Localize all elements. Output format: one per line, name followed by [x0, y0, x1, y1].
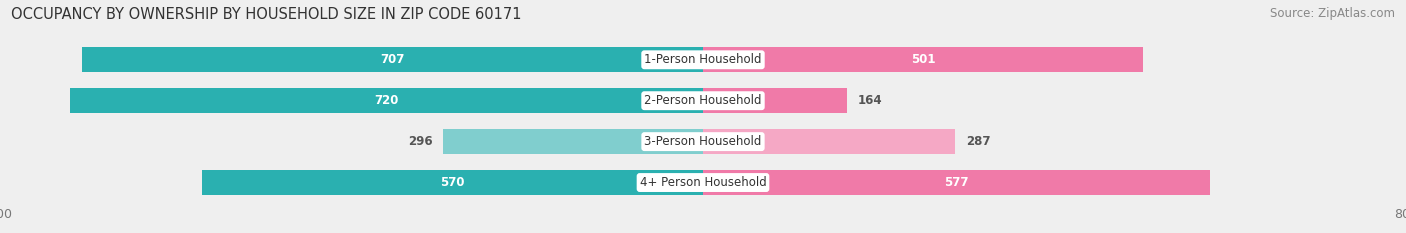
Text: 501: 501	[911, 53, 935, 66]
Bar	[82, 47, 703, 72]
Text: 287: 287	[966, 135, 990, 148]
Text: 4+ Person Household: 4+ Person Household	[640, 176, 766, 189]
Bar	[703, 88, 846, 113]
Text: 1-Person Household: 1-Person Household	[644, 53, 762, 66]
Text: 577: 577	[945, 176, 969, 189]
Bar	[703, 47, 1143, 72]
Bar	[443, 129, 703, 154]
Text: Source: ZipAtlas.com: Source: ZipAtlas.com	[1270, 7, 1395, 20]
Bar	[703, 129, 955, 154]
Text: 3-Person Household: 3-Person Household	[644, 135, 762, 148]
Text: 707: 707	[380, 53, 405, 66]
Text: 570: 570	[440, 176, 465, 189]
Bar	[70, 88, 703, 113]
Text: 720: 720	[374, 94, 399, 107]
Text: 2-Person Household: 2-Person Household	[644, 94, 762, 107]
Text: 296: 296	[408, 135, 433, 148]
Bar	[202, 170, 703, 195]
Text: 164: 164	[858, 94, 883, 107]
Text: OCCUPANCY BY OWNERSHIP BY HOUSEHOLD SIZE IN ZIP CODE 60171: OCCUPANCY BY OWNERSHIP BY HOUSEHOLD SIZE…	[11, 7, 522, 22]
Bar	[703, 170, 1211, 195]
